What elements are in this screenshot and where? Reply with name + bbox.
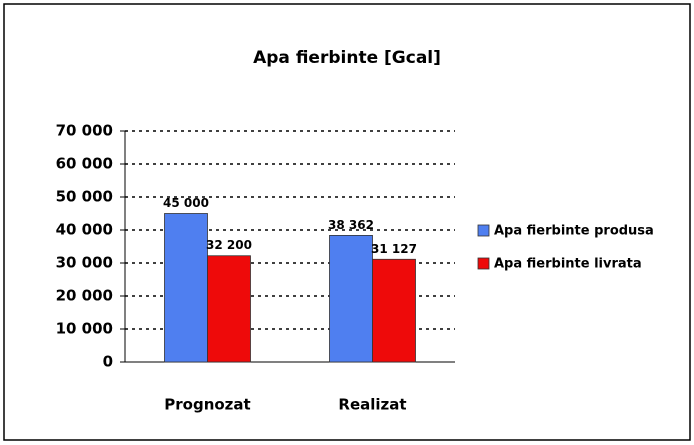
bar xyxy=(164,213,208,363)
y-tick-label: 30 000 xyxy=(56,254,113,272)
value-label: 32 200 xyxy=(206,238,252,252)
value-label: 45 000 xyxy=(163,196,209,210)
y-tick-label: 60 000 xyxy=(56,155,113,173)
legend-swatch xyxy=(477,257,490,270)
y-tick-label: 40 000 xyxy=(56,221,113,239)
x-tick-label: Prognozat xyxy=(164,396,250,414)
y-tick-label: 0 xyxy=(103,353,113,371)
legend-label: Apa fierbinte produsa xyxy=(494,224,654,239)
legend-label: Apa fierbinte livrata xyxy=(494,257,642,272)
bar xyxy=(372,258,416,363)
x-tick-label: Realizat xyxy=(338,396,406,414)
chart-border xyxy=(3,3,691,441)
y-tick-label: 20 000 xyxy=(56,287,113,305)
value-label: 38 362 xyxy=(328,218,374,232)
bar xyxy=(207,255,251,363)
y-tick-label: 10 000 xyxy=(56,320,113,338)
y-tick-label: 70 000 xyxy=(56,122,113,140)
chart-title: Apa fierbinte [Gcal] xyxy=(253,48,441,68)
y-tick-label: 50 000 xyxy=(56,188,113,206)
legend-swatch xyxy=(477,224,490,237)
bar xyxy=(329,235,373,363)
value-label: 31 127 xyxy=(371,242,417,256)
